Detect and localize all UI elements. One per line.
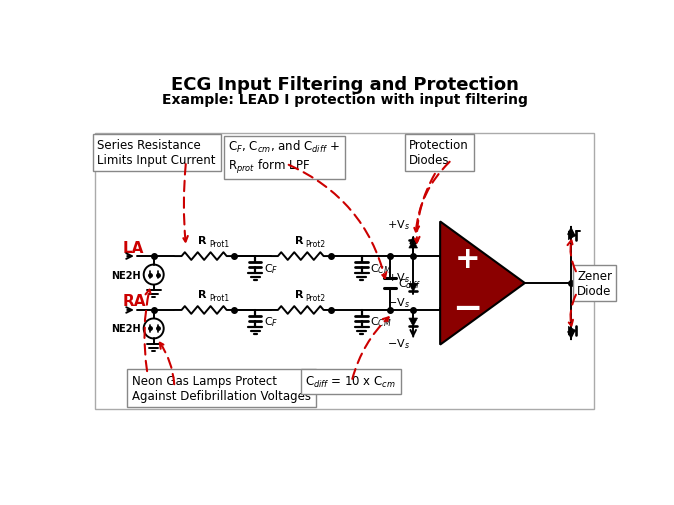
Text: ECG Input Filtering and Protection: ECG Input Filtering and Protection [171, 76, 520, 94]
Text: Prot1: Prot1 [209, 294, 229, 302]
Text: +: + [454, 244, 480, 273]
Text: NE2H: NE2H [111, 324, 141, 334]
Text: Zener
Diode: Zener Diode [577, 270, 612, 297]
Polygon shape [568, 231, 576, 240]
Bar [95, 134, 594, 409]
Text: R: R [295, 289, 303, 299]
Text: Series Resistance
Limits Input Current: Series Resistance Limits Input Current [98, 139, 216, 167]
Text: C$_F$: C$_F$ [264, 315, 278, 329]
Polygon shape [568, 327, 576, 335]
Text: C$_F$: C$_F$ [264, 261, 278, 275]
Text: −V$_s$: −V$_s$ [387, 296, 410, 310]
Polygon shape [409, 240, 417, 248]
Text: R: R [198, 236, 207, 246]
Polygon shape [409, 284, 417, 292]
Text: Protection
Diodes: Protection Diodes [409, 139, 469, 167]
Text: C$_{CM}$: C$_{CM}$ [370, 261, 392, 275]
Text: LA: LA [123, 240, 144, 255]
Text: −: − [452, 291, 483, 325]
Text: +V$_s$: +V$_s$ [387, 218, 410, 232]
Polygon shape [440, 222, 525, 345]
Text: −V$_s$: −V$_s$ [387, 336, 410, 350]
Text: C$_{diff}$ = 10 x C$_{cm}$: C$_{diff}$ = 10 x C$_{cm}$ [305, 374, 396, 389]
Text: NE2H: NE2H [111, 270, 141, 280]
Text: Neon Gas Lamps Protect
Against Defibrillation Voltages: Neon Gas Lamps Protect Against Defibrill… [132, 374, 311, 402]
Text: Example: LEAD I protection with input filtering: Example: LEAD I protection with input fi… [162, 93, 528, 107]
Text: C$_{CM}$: C$_{CM}$ [370, 315, 392, 329]
Text: +V$_s$: +V$_s$ [387, 270, 410, 284]
Text: Prot2: Prot2 [305, 240, 326, 249]
Text: Prot2: Prot2 [305, 294, 326, 302]
Text: R: R [198, 289, 207, 299]
Polygon shape [409, 319, 417, 327]
Text: C$_F$, C$_{cm}$, and C$_{diff}$ +
R$_{prot}$ form LPF: C$_F$, C$_{cm}$, and C$_{diff}$ + R$_{pr… [228, 139, 340, 175]
Text: RA: RA [123, 294, 146, 309]
Text: R: R [295, 236, 303, 246]
Text: Prot1: Prot1 [209, 240, 229, 249]
Text: C$_{diff}$: C$_{diff}$ [398, 277, 421, 290]
